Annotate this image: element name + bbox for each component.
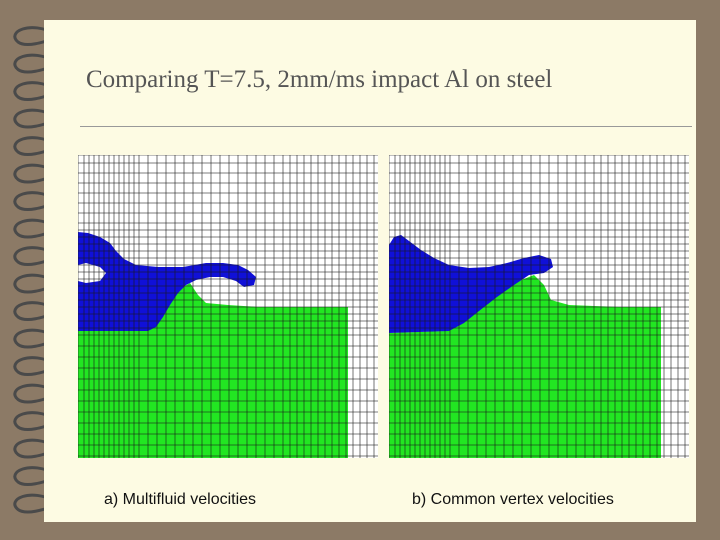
caption-b: b) Common vertex velocities <box>412 491 614 508</box>
caption-a: a) Multifluid velocities <box>104 491 257 508</box>
title-divider <box>80 126 692 127</box>
slide-title: Comparing T=7.5, 2mm/ms impact Al on ste… <box>86 66 553 93</box>
mesh-grid-b <box>389 155 689 458</box>
simulation-panel-a <box>78 155 378 458</box>
mesh-grid-a <box>78 155 378 458</box>
simulation-panel-b <box>389 155 689 458</box>
projectile-material-a <box>78 232 256 331</box>
target-material-a <box>78 283 348 458</box>
